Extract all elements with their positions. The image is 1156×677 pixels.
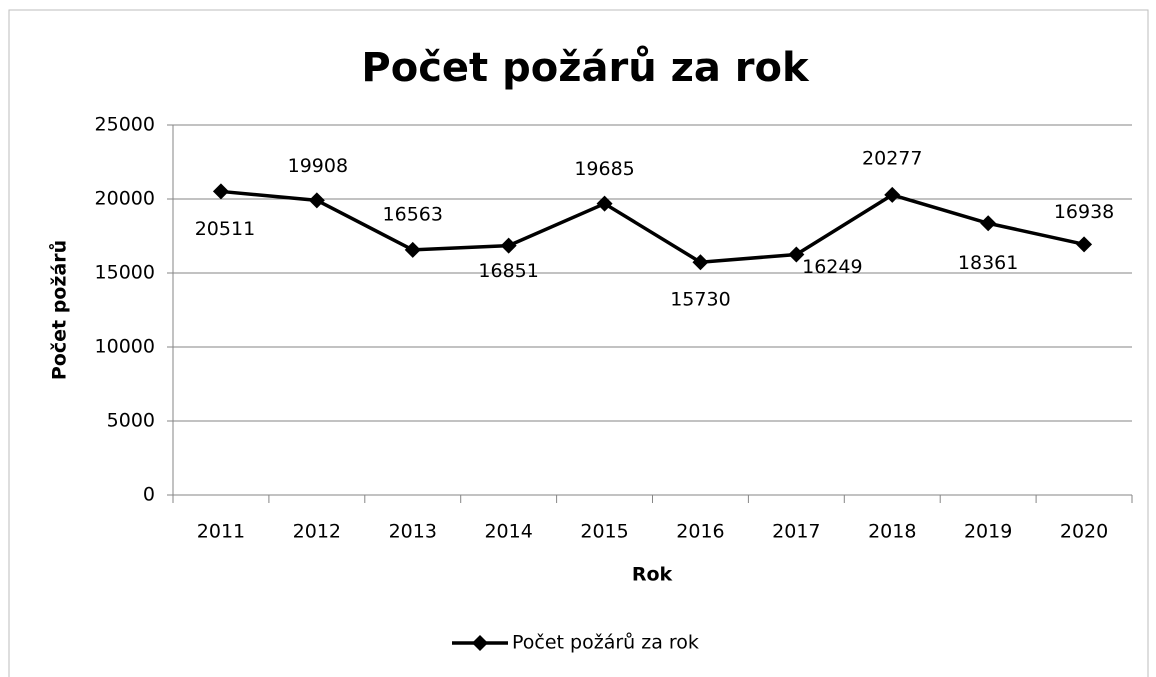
marker — [308, 192, 325, 209]
x-tick-label: 2014 — [484, 521, 532, 543]
x-axis-label: Rok — [632, 564, 673, 586]
x-tick-label: 2018 — [868, 521, 916, 543]
y-tick-label: 10000 — [95, 336, 155, 358]
marker — [596, 195, 613, 212]
data-label: 19685 — [574, 158, 634, 180]
marker — [692, 254, 709, 271]
data-label: 16938 — [1054, 201, 1114, 223]
chart-title: Počet požárů za rok — [361, 44, 810, 91]
data-label: 16249 — [802, 256, 862, 278]
data-label: 20511 — [195, 218, 255, 240]
x-tick-label: 2015 — [580, 521, 628, 543]
data-label: 16563 — [383, 203, 443, 225]
x-tick-label: 2013 — [389, 521, 437, 543]
x-tick-label: 2012 — [293, 521, 341, 543]
y-tick-label: 20000 — [95, 188, 155, 210]
data-label: 16851 — [478, 260, 538, 282]
marker — [1076, 236, 1093, 253]
data-label: 20277 — [862, 147, 922, 169]
y-tick-label: 0 — [143, 484, 155, 506]
x-tick-label: 2019 — [964, 521, 1012, 543]
y-axis-label: Počet požárů — [48, 240, 71, 380]
x-tick-label: 2020 — [1060, 521, 1108, 543]
x-tick-label: 2011 — [197, 521, 245, 543]
y-tick-label: 25000 — [95, 114, 155, 136]
chart-frame — [8, 9, 1149, 677]
marker — [788, 246, 805, 263]
data-label: 15730 — [670, 289, 730, 311]
legend-marker — [472, 635, 488, 651]
data-label: 18361 — [958, 252, 1018, 274]
y-tick-label: 15000 — [95, 262, 155, 284]
legend-label: Počet požárů za rok — [512, 632, 699, 654]
marker — [980, 215, 997, 232]
marker — [884, 186, 901, 203]
x-tick-label: 2017 — [772, 521, 820, 543]
data-label: 19908 — [288, 155, 348, 177]
y-tick-label: 5000 — [107, 410, 155, 432]
marker — [404, 241, 421, 258]
marker — [500, 237, 517, 254]
x-tick-label: 2016 — [676, 521, 724, 543]
line — [220, 189, 1085, 264]
marker — [212, 183, 229, 200]
